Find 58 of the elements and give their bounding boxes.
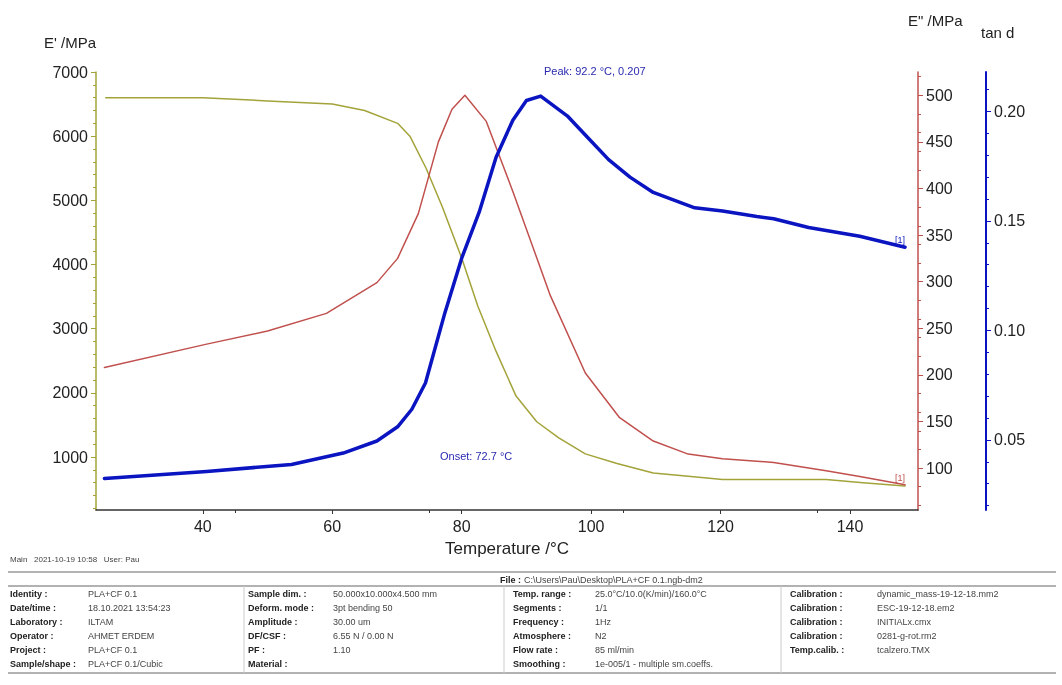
annotation: Peak: 92.2 °C, 0.207 <box>544 64 646 77</box>
x-axis-title: Temperature /°C <box>445 539 569 558</box>
text: PF : 1.10 <box>248 644 351 655</box>
y3-tick-label: 0.05 <box>994 431 1026 449</box>
text: Temp. range : 25.0°C/10.0(K/min)/160.0°C <box>513 588 707 599</box>
y2-tick-label: 250 <box>926 319 953 337</box>
y-tick-label: 4000 <box>52 256 89 274</box>
text: File : C:\Users\Pau\Desktop\PLA+CF 0.1.ngb-dm2 <box>500 574 703 585</box>
x-tick-label: 120 <box>707 517 735 535</box>
y2-tick-label: 150 <box>926 412 953 430</box>
text: Atmosphere : N2 <box>513 630 607 641</box>
y2-tick-label: 400 <box>926 179 953 197</box>
annotation: Onset: 72.7 °C <box>440 449 513 462</box>
y3-tick-label: 0.15 <box>994 212 1026 230</box>
text: Calibration : 0281-g-rot.rm2 <box>790 630 937 641</box>
y2-tick-label: 450 <box>926 133 953 151</box>
y-tick-label: 6000 <box>52 127 89 145</box>
y-axis-title: E' /MPa <box>43 34 97 51</box>
text: Amplitude : 30.00 um <box>248 616 371 627</box>
text: Calibration : ESC-19-12-18.em2 <box>790 602 955 613</box>
text: Flow rate : 85 ml/min <box>513 644 635 655</box>
text: Main 2021-10-19 10:58 User: Pau <box>10 554 140 564</box>
y-tick-label: 1000 <box>52 448 89 466</box>
y2-tick-label: 100 <box>926 459 953 477</box>
text: Deform. mode : 3pt bending 50 <box>248 602 393 613</box>
y2-tick-label: 200 <box>926 366 953 384</box>
y2-tick-label: 350 <box>926 226 953 244</box>
text: Segments : 1/1 <box>513 602 608 613</box>
y3-tick-label: 0.20 <box>994 102 1026 120</box>
text: Sample/shape : PLA+CF 0.1/Cubic <box>10 658 163 669</box>
y-tick-label: 3000 <box>52 320 89 338</box>
x-tick-label: 100 <box>577 517 605 535</box>
x-tick-label: 80 <box>452 517 471 535</box>
text: Operator : AHMET ERDEM <box>10 630 155 641</box>
text: Project : PLA+CF 0.1 <box>10 644 138 655</box>
y2-tick-label: 300 <box>926 273 953 291</box>
x-tick-label: 60 <box>323 517 342 535</box>
y2-axis-title: E" /MPa <box>908 12 964 29</box>
text: Frequency : 1Hz <box>513 616 612 627</box>
y2-tick-label: 500 <box>926 86 953 104</box>
text: DF/CSF : 6.55 N / 0.00 N <box>248 630 394 641</box>
y-tick-label: 2000 <box>52 384 89 402</box>
series-label: [1] <box>895 472 906 483</box>
x-tick-label: 40 <box>193 517 212 535</box>
text: Temp.calib. : tcalzero.TMX <box>790 644 931 655</box>
y3-tick-label: 0.10 <box>994 321 1026 339</box>
text: Identity : PLA+CF 0.1 <box>10 588 138 599</box>
text: Sample dim. : 50.000x10.000x4.500 mm <box>248 588 438 599</box>
y-tick-label: 5000 <box>52 191 89 209</box>
text: Laboratory : ILTAM <box>10 616 114 627</box>
text: Calibration : dynamic_mass-19-12-18.mm2 <box>790 588 999 599</box>
y3-axis-title: tan d <box>981 24 1015 41</box>
y-tick-label: 7000 <box>52 63 89 81</box>
x-tick-label: 140 <box>836 517 864 535</box>
text: Date/time : 18.10.2021 13:54:23 <box>10 602 171 613</box>
text: Smoothing : 1e-005/1 - multiple sm.coeffs. <box>513 658 713 669</box>
text: Calibration : INITIALx.cmx <box>790 616 932 627</box>
text: Material : <box>248 658 288 669</box>
